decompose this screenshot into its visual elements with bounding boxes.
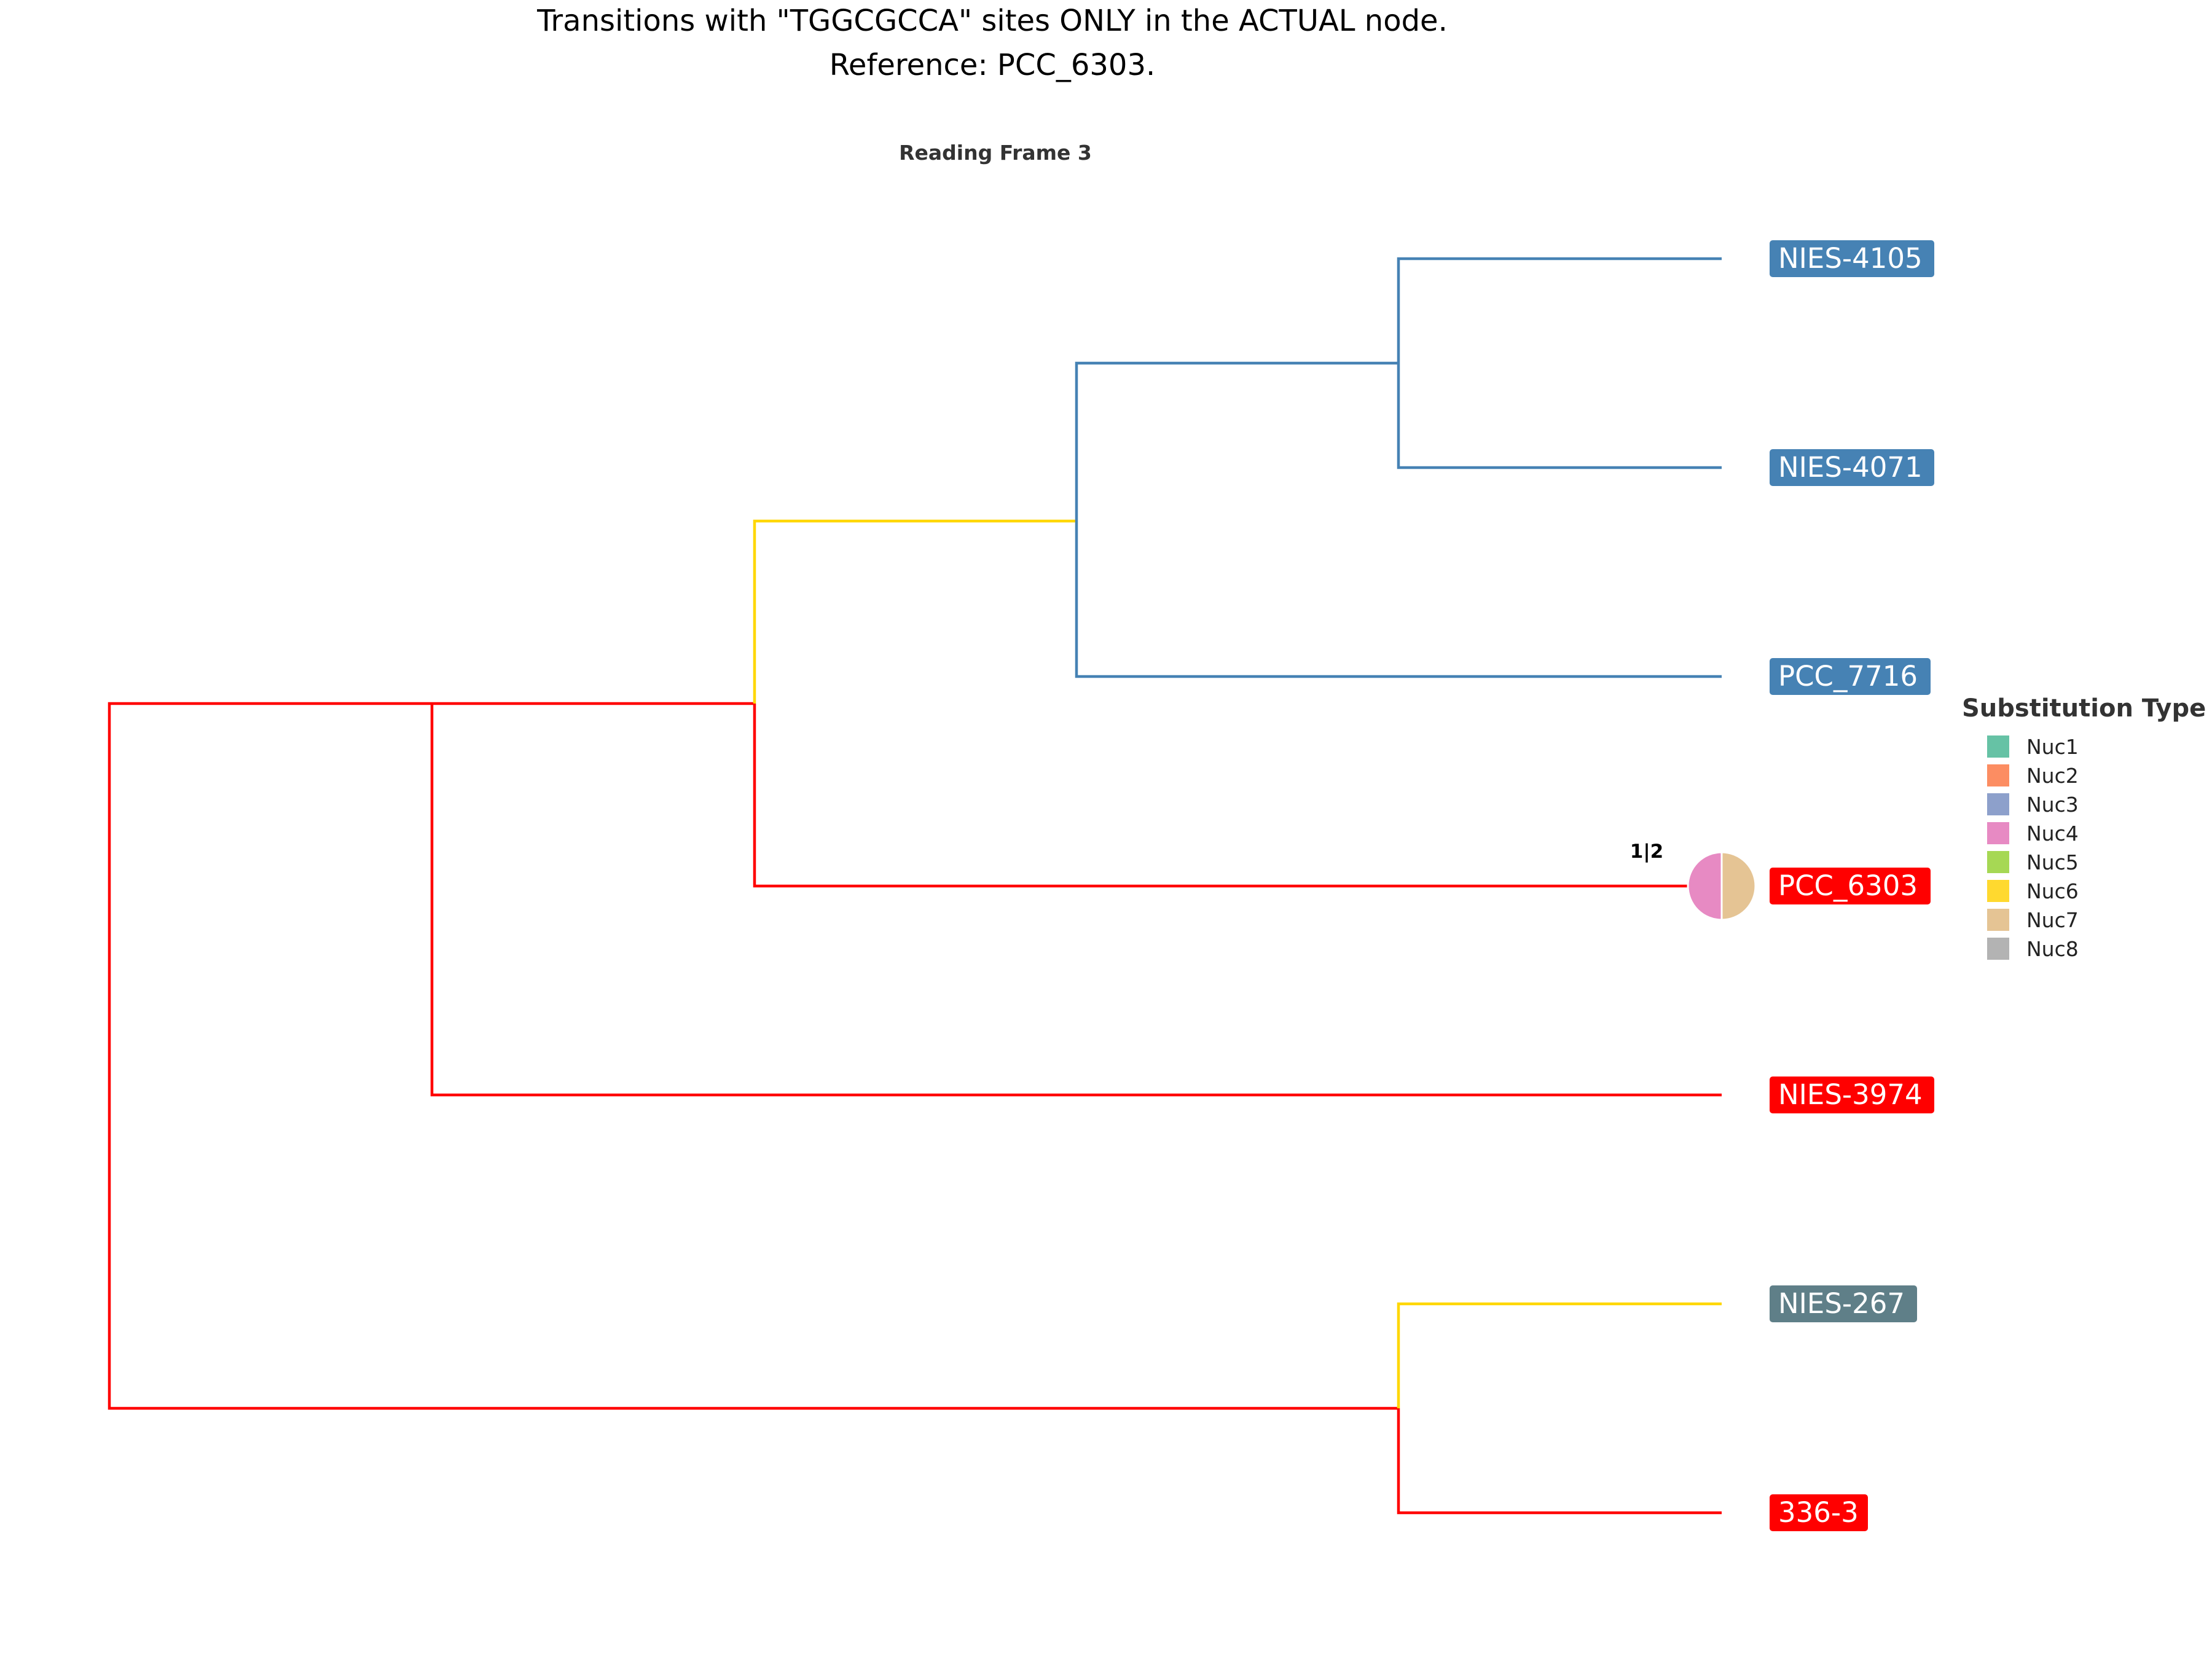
tip-label-box: [1770, 1285, 1917, 1322]
tip-labels: NIES-4105 NIES-4071 PCC_7716 PCC_6303 NI…: [1770, 240, 1934, 1531]
tip-label-text: 336-3: [1778, 1496, 1859, 1529]
legend: Substitution Type Nuc1 Nuc2 Nuc3 Nuc4 Nu…: [1962, 694, 2206, 961]
legend-swatch: [1987, 909, 2009, 931]
tip-label-text: NIES-4105: [1778, 242, 1923, 275]
tip-336-3: 336-3: [1770, 1494, 1868, 1531]
branch-to-nies-3974: [430, 704, 1722, 1097]
pie-slice-nuc4: [1687, 851, 1723, 921]
legend-title: Substitution Type: [1962, 694, 2206, 723]
tip-label-box: [1770, 1077, 1934, 1113]
substitution-count-label: 1|2: [1630, 841, 1663, 863]
tip-nies-267: NIES-267: [1770, 1285, 1917, 1322]
legend-label: Nuc1: [2026, 735, 2079, 759]
legend-swatch: [1987, 822, 2009, 844]
legend-label: Nuc2: [2026, 764, 2079, 788]
branch-root-to-clade-b: [108, 898, 1398, 1410]
tip-label-text: PCC_6303: [1778, 869, 1918, 902]
branch-root-to-clade-a: [108, 702, 432, 898]
branch-to-nies-4105: [1397, 257, 1722, 363]
tip-nies-4071: NIES-4071: [1770, 449, 1934, 486]
legend-item-nuc4: Nuc4: [1987, 822, 2079, 845]
legend-item-nuc3: Nuc3: [1987, 793, 2079, 817]
branch-to-nies-pair: [1075, 361, 1398, 521]
branch-to-pcc-7716: [1075, 521, 1722, 678]
legend-item-nuc2: Nuc2: [1987, 764, 2079, 788]
tip-label-text: PCC_7716: [1778, 660, 1918, 692]
pie-slices: [1687, 851, 1757, 921]
legend-swatch: [1987, 764, 2009, 786]
pie-slice-nuc7: [1720, 851, 1757, 921]
legend-item-nuc5: Nuc5: [1987, 850, 2079, 874]
legend-label: Nuc6: [2026, 879, 2079, 903]
tip-label-text: NIES-3974: [1778, 1078, 1923, 1111]
legend-label: Nuc3: [2026, 793, 2079, 817]
tip-label-box: [1770, 1494, 1868, 1531]
legend-item-nuc6: Nuc6: [1987, 879, 2079, 903]
tip-nies-4105: NIES-4105: [1770, 240, 1934, 277]
legend-label: Nuc8: [2026, 937, 2079, 961]
tip-label-text: NIES-4071: [1778, 451, 1923, 484]
legend-label: Nuc7: [2026, 908, 2079, 932]
legend-swatch: [1987, 735, 2009, 758]
legend-swatch: [1987, 880, 2009, 902]
legend-label: Nuc4: [2026, 822, 2079, 845]
title-line-2: Reference: PCC_6303.: [830, 48, 1156, 82]
legend-swatch: [1987, 851, 2009, 873]
legend-label: Nuc5: [2026, 850, 2079, 874]
legend-swatch: [1987, 793, 2009, 815]
branch-to-nies-267: [1397, 1302, 1722, 1408]
tip-pcc-7716: PCC_7716: [1770, 658, 1931, 695]
tip-label-box: [1770, 449, 1934, 486]
legend-swatch: [1987, 938, 2009, 960]
tip-label-box: [1770, 240, 1934, 277]
tip-label-box: [1770, 658, 1931, 695]
substitution-pie: 1|2: [1630, 841, 1757, 921]
legend-item-nuc8: Nuc8: [1987, 937, 2079, 961]
reading-frame-subtitle: Reading Frame 3: [899, 141, 1092, 165]
legend-item-nuc1: Nuc1: [1987, 735, 2079, 759]
tree-branches: [108, 257, 1722, 1515]
title-line-1: Transitions with "TGGCGCCA" sites ONLY i…: [536, 4, 1448, 38]
tip-label-text: NIES-267: [1778, 1287, 1905, 1320]
tip-nies-3974: NIES-3974: [1770, 1077, 1934, 1113]
branch-to-336-3: [1397, 1408, 1722, 1515]
branch-to-blue-clade: [753, 519, 1077, 704]
tip-label-box: [1770, 868, 1931, 904]
branch-to-pcc-6303: [753, 704, 1722, 888]
tip-pcc-6303: PCC_6303: [1770, 868, 1931, 904]
legend-item-nuc7: Nuc7: [1987, 908, 2079, 932]
branch-to-nies-4071: [1397, 363, 1722, 469]
